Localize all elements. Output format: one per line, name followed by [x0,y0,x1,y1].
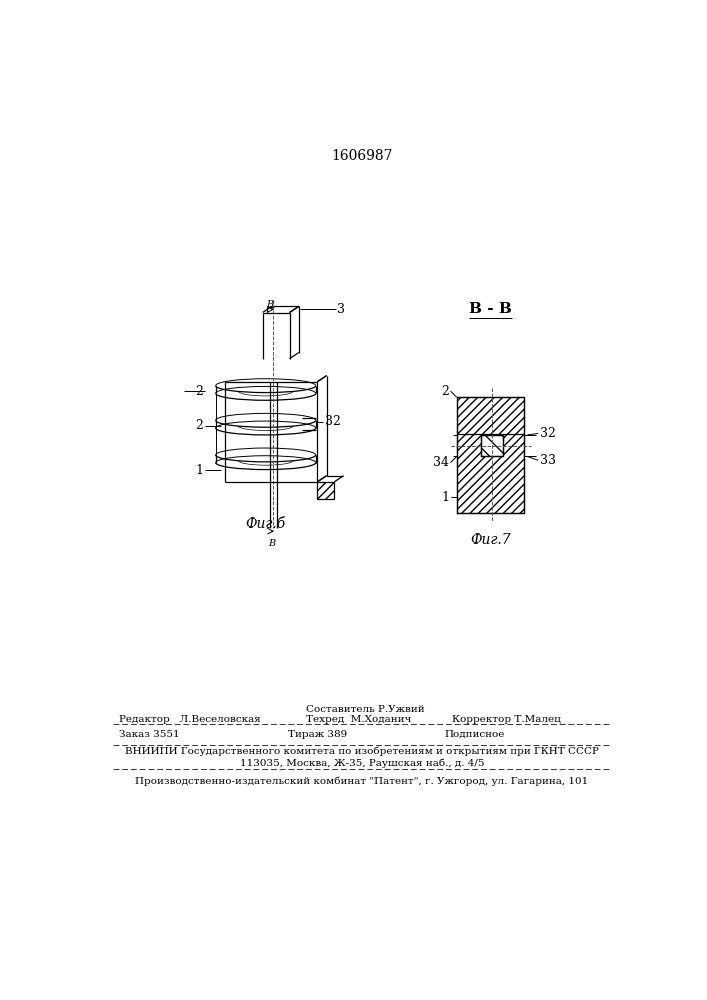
Text: 33: 33 [540,454,556,467]
Text: 2: 2 [441,385,449,398]
Text: Производственно-издательский комбинат "Патент", г. Ужгород, ул. Гагарина, 101: Производственно-издательский комбинат "П… [135,777,588,786]
Bar [457,397,525,513]
Text: 2: 2 [195,419,204,432]
Text: Фиг.б: Фиг.б [245,517,286,531]
Text: 113035, Москва, Ж-35, Раушская наб., д. 4/5: 113035, Москва, Ж-35, Раушская наб., д. … [240,759,484,768]
Text: Составитель Р.Ужвий: Составитель Р.Ужвий [305,705,424,714]
Text: 34: 34 [433,456,449,469]
Text: Техред  М.Ходанич: Техред М.Ходанич [305,715,411,724]
Text: В - В: В - В [469,302,512,316]
Text: 32: 32 [325,415,341,428]
Text: Редактор   Л.Веселовская: Редактор Л.Веселовская [119,715,260,724]
Text: 1: 1 [441,491,449,504]
Text: 1: 1 [195,464,204,477]
Text: 3: 3 [337,303,345,316]
Text: B: B [266,300,273,309]
Bar [317,482,334,499]
Text: Фиг.7: Фиг.7 [470,533,511,547]
Text: Корректор Т.Малец: Корректор Т.Малец [452,715,561,724]
Text: 32: 32 [540,427,556,440]
Text: Тираж 389: Тираж 389 [288,730,347,739]
Bar [481,435,503,456]
Text: Заказ 3551: Заказ 3551 [119,730,180,739]
Text: ВНИИПИ Государственного комитета по изобретениям и открытиям при ГКНТ СССР: ВНИИПИ Государственного комитета по изоб… [125,746,599,756]
Text: 2: 2 [195,385,204,398]
Text: B: B [268,539,276,548]
Bar [481,435,503,456]
Text: Подписное: Подписное [444,730,505,739]
Text: 1606987: 1606987 [331,149,392,163]
